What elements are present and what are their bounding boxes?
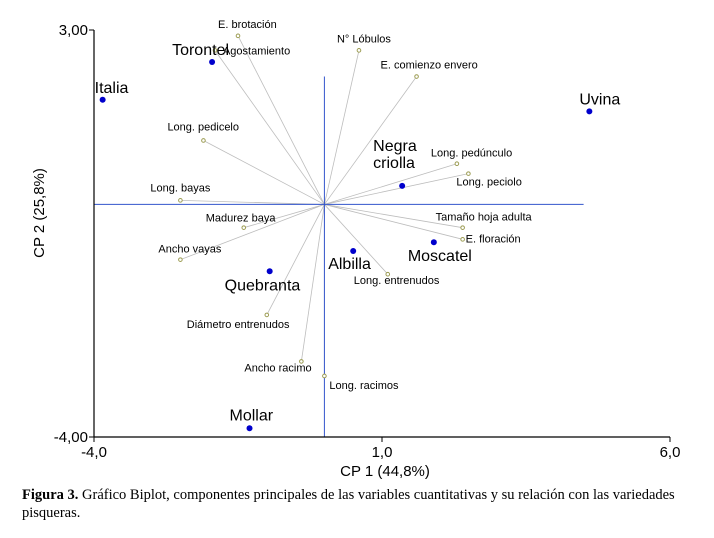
observation-point [430,239,437,246]
variable-label: Ancho vayas [158,244,221,256]
variable-vector [300,204,325,362]
observation-point [399,182,406,189]
variable-vector [237,35,325,205]
variable-label: Tamaño hoja adulta [436,212,533,224]
variable-vector [180,199,325,205]
variable-vector [324,204,389,275]
observation-label: Uvina [579,91,620,108]
variable-point [178,257,183,262]
y-axis-label: CP 2 (25,8%) [31,168,48,258]
variable-point [356,48,362,53]
variable-label: Agostamiento [223,45,290,57]
observation-points: Italia Torontel Uvina Negra criolla Moscatel A… [95,42,620,432]
figure-caption: Figura 3. Gráfico Biplot, componentes pr… [22,486,694,522]
variable-point [235,33,241,39]
variable-vector [324,163,457,205]
x-tick-label: -4,0 [81,444,107,461]
x-tick-label: 6,0 [660,444,681,461]
observation-label: Italia [95,80,129,97]
variable-point [454,161,460,167]
observation-point [266,268,273,275]
observation-label: Torontel [172,42,229,59]
variable-label: Diámetro entrenudos [187,319,290,331]
variable-point [201,138,206,143]
variable-vector [324,76,417,205]
variable-label: Long. pedicelo [167,121,239,133]
variable-point [241,225,247,230]
variable-point [178,198,183,203]
observation-point [586,108,593,115]
variable-vector [243,204,325,229]
observation-label: Negra criolla [373,138,417,172]
axis-ticks: -4,0 1,0 6,0 3,00 -4,00 [54,22,681,461]
observation-point [99,96,106,103]
x-tick-label: 1,0 [372,444,393,461]
variable-point [460,225,465,230]
variable-label: E. comienzo envero [381,60,478,72]
variable-vector [324,50,360,205]
observation-label: Mollar [230,407,274,424]
variable-point [212,48,218,53]
variable-point [460,237,465,242]
variable-vector [214,50,325,205]
y-tick-label: 3,00 [59,22,88,39]
observation-label: Quebranta [225,277,301,294]
variable-label: Madurez baya [206,213,277,225]
variable-point [299,359,304,364]
variable-vector [203,140,325,205]
variable-label: Long. peciolo [456,177,521,189]
variable-point [322,373,327,379]
caption-label: Figura 3. [22,487,79,503]
caption-text: Gráfico Biplot, componentes principales … [22,487,675,521]
variable-vector [324,204,463,240]
variable-label: Long. entrenudos [354,275,440,287]
variable-vector [266,204,325,316]
observation-label: Albilla [328,256,371,273]
observation-point [209,58,216,65]
variable-point [385,271,391,277]
variable-point [264,312,270,318]
x-axis-label: CP 1 (44,8%) [340,463,430,480]
variable-label: Long. bayas [150,182,210,194]
variable-point [466,171,471,176]
variable-label: E. floración [466,233,521,245]
observation-point [246,425,253,432]
variable-vector [324,173,469,205]
variable-label: Long. pedúnculo [431,148,512,160]
variable-label: Long. racimos [329,380,399,392]
observation-point [350,247,357,254]
variable-vector [180,204,325,261]
y-tick-label: -4,00 [54,429,88,446]
variable-label: Ancho racimo [244,362,311,374]
biplot-chart: E. brotación Agostamiento N° Lóbulos E. com… [31,19,681,480]
variable-point [414,74,419,79]
variable-label: N° Lóbulos [337,33,391,45]
variable-vector [324,204,463,229]
variable-points: E. brotación Agostamiento N° Lóbulos E. com… [150,19,532,392]
observation-label: Moscatel [408,248,472,265]
variable-label: E. brotación [218,19,277,31]
variable-vectors [180,35,469,376]
